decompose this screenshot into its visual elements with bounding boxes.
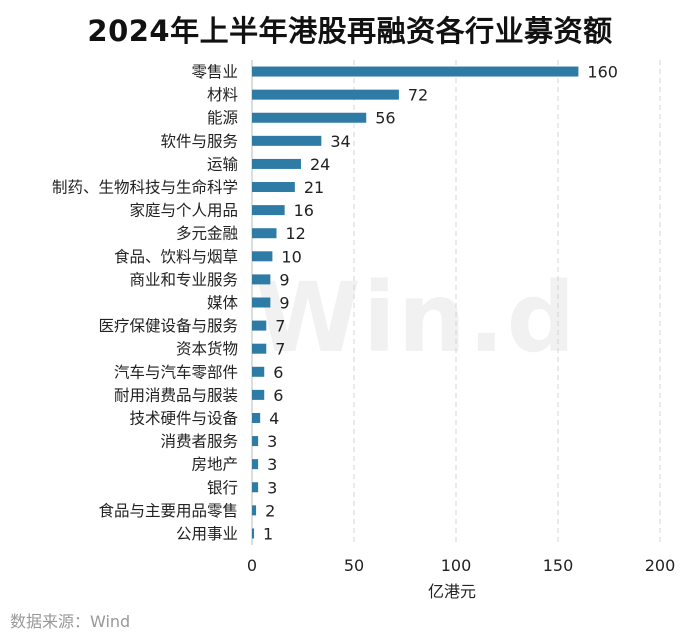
bar <box>252 320 267 331</box>
bar <box>252 482 259 493</box>
bar <box>252 158 301 169</box>
bar <box>252 66 579 77</box>
value-label: 2 <box>265 501 275 520</box>
category-label: 软件与服务 <box>160 132 238 150</box>
value-label: 56 <box>375 109 395 128</box>
bar <box>252 505 257 516</box>
x-axis-title: 亿港元 <box>428 582 476 601</box>
bar <box>252 112 367 123</box>
category-label: 食品、饮料与烟草 <box>114 248 238 266</box>
category-label: 公用事业 <box>176 525 238 543</box>
category-label: 材料 <box>207 86 238 104</box>
category-label: 技术硬件与设备 <box>129 409 238 427</box>
category-label: 零售业 <box>191 63 238 81</box>
x-tick-label: 100 <box>441 556 472 575</box>
bar <box>252 89 399 100</box>
category-label: 汽车与汽车零部件 <box>114 363 238 381</box>
bar <box>252 135 322 146</box>
source-note: 数据来源：Wind <box>10 612 131 631</box>
value-label: 9 <box>279 270 289 289</box>
value-label: 72 <box>408 86 428 105</box>
value-label: 7 <box>275 317 285 336</box>
value-label: 7 <box>275 340 285 359</box>
value-label: 21 <box>304 178 324 197</box>
value-label: 160 <box>587 63 618 82</box>
bar <box>252 274 271 285</box>
bar <box>252 459 259 470</box>
value-label: 1 <box>263 524 273 543</box>
bar <box>252 205 285 216</box>
category-label: 制药、生物科技与生命科学 <box>52 179 238 197</box>
bar <box>252 343 267 354</box>
value-label: 6 <box>273 363 283 382</box>
category-label: 媒体 <box>207 294 239 312</box>
value-label: 24 <box>310 155 330 174</box>
category-label: 家庭与个人用品 <box>129 202 238 220</box>
value-label: 4 <box>269 409 279 428</box>
value-label: 12 <box>285 224 305 243</box>
category-label: 商业和专业服务 <box>129 271 238 289</box>
x-tick-label: 150 <box>543 556 574 575</box>
category-label: 房地产 <box>191 456 238 474</box>
category-label: 银行 <box>207 479 238 497</box>
category-label: 运输 <box>207 155 239 173</box>
bar <box>252 297 271 308</box>
value-label: 9 <box>279 294 289 313</box>
value-label: 6 <box>273 386 283 405</box>
category-label: 食品与主要用品零售 <box>98 502 238 520</box>
chart-title: 2024年上半年港股再融资各行业募资额 <box>87 14 613 48</box>
bar <box>252 436 259 447</box>
bar <box>252 366 265 377</box>
value-label: 3 <box>267 432 277 451</box>
category-label: 资本货物 <box>176 340 238 358</box>
x-tick-label: 0 <box>247 556 257 575</box>
x-tick-label: 50 <box>344 556 364 575</box>
category-label: 医疗保健设备与服务 <box>98 317 238 335</box>
value-label: 3 <box>267 478 277 497</box>
value-label: 10 <box>281 247 301 266</box>
bar <box>252 528 255 539</box>
x-tick-label: 200 <box>645 556 676 575</box>
bar <box>252 251 273 262</box>
bar <box>252 228 277 239</box>
category-label: 消费者服务 <box>160 433 238 451</box>
bar <box>252 412 261 423</box>
value-label: 16 <box>294 201 314 220</box>
category-label: 耐用消费品与服装 <box>114 386 238 404</box>
value-label: 3 <box>267 455 277 474</box>
category-label: 能源 <box>207 109 238 127</box>
bar <box>252 389 265 400</box>
bar <box>252 182 295 193</box>
category-label: 多元金融 <box>176 225 238 243</box>
value-label: 34 <box>330 132 350 151</box>
watermark: Win.d <box>255 262 578 374</box>
